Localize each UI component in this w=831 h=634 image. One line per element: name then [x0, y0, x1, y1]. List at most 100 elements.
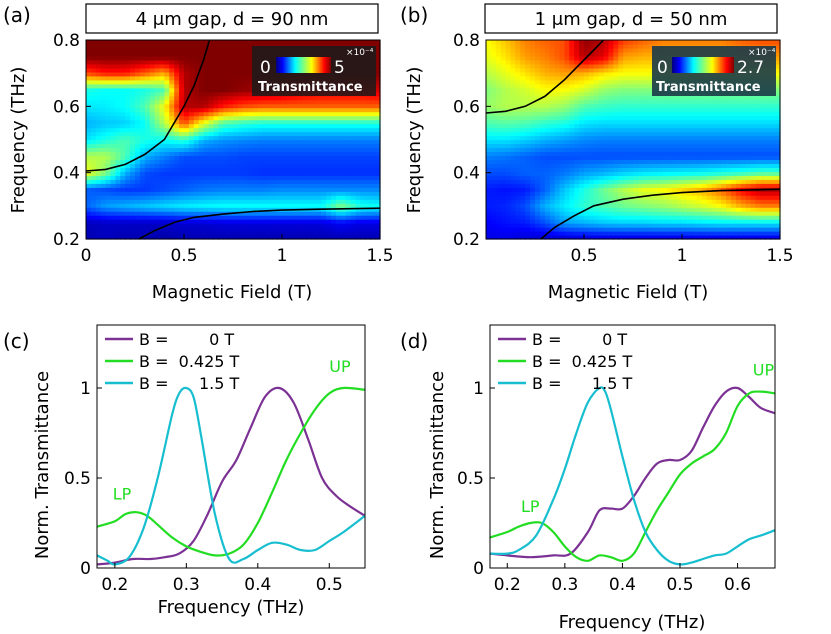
- heatmap-cell: [495, 179, 502, 184]
- heatmap-cell: [272, 163, 278, 168]
- heatmap-cell: [164, 191, 170, 196]
- heatmap-cell: [277, 131, 283, 137]
- heatmap-cell: [326, 175, 332, 180]
- heatmap-cell: [105, 119, 112, 125]
- heatmap-cell: [120, 95, 126, 101]
- heatmap-cell: [345, 123, 352, 129]
- heatmap-cell: [593, 147, 600, 153]
- heatmap-cell: [179, 211, 185, 216]
- heatmap-cell: [765, 167, 771, 172]
- heatmap-cell: [345, 167, 352, 172]
- heatmap-cell: [228, 87, 234, 93]
- heatmap-cell: [593, 211, 600, 216]
- heatmap-cell: [355, 151, 361, 157]
- heatmap-cell: [750, 183, 757, 188]
- heatmap-cell: [159, 231, 165, 236]
- heatmap-cell: [277, 203, 283, 208]
- heatmap-cell: [272, 155, 278, 160]
- heatmap-cell: [735, 203, 742, 208]
- heatmap-cell: [335, 223, 342, 228]
- heatmap-cell: [301, 163, 308, 168]
- heatmap-cell: [721, 131, 727, 137]
- heatmap-cell: [277, 159, 283, 164]
- heatmap-cell: [760, 191, 766, 196]
- heatmap-cell: [188, 195, 195, 200]
- heatmap-cell: [711, 163, 717, 168]
- heatmap-cell: [257, 123, 263, 129]
- heatmap-cell: [584, 115, 590, 121]
- heatmap-cell: [242, 235, 249, 240]
- heatmap-cell: [115, 99, 121, 105]
- heatmap-cell: [174, 151, 180, 157]
- heatmap-cell: [203, 75, 210, 81]
- heatmap-cell: [530, 155, 536, 160]
- heatmap-cell: [228, 227, 234, 232]
- heatmap-cell: [174, 95, 180, 101]
- heatmap-cell: [701, 215, 708, 220]
- heatmap-cell: [228, 207, 234, 212]
- heatmap-cell: [495, 123, 502, 129]
- heatmap-cell: [696, 123, 703, 129]
- heatmap-cell: [667, 211, 673, 216]
- heatmap-cell: [188, 183, 195, 188]
- heatmap-cell: [735, 215, 742, 220]
- heatmap-cell: [247, 175, 254, 180]
- heatmap-cell: [257, 199, 263, 204]
- heatmap-cell: [370, 99, 376, 105]
- heatmap-cell: [105, 227, 112, 232]
- heatmap-cell: [252, 163, 259, 168]
- heatmap-cell: [701, 139, 708, 145]
- heatmap-cell: [667, 139, 673, 145]
- heatmap-cell: [237, 75, 244, 81]
- heatmap-cell: [520, 231, 526, 236]
- heatmap-cell: [564, 187, 570, 192]
- heatmap-cell: [495, 195, 502, 200]
- heatmap-cell: [95, 231, 102, 236]
- heatmap-cell: [345, 155, 352, 160]
- heatmap-cell: [100, 183, 107, 188]
- heatmap-cell: [647, 235, 654, 240]
- heatmap-cell: [564, 131, 570, 137]
- heatmap-cell: [618, 219, 624, 224]
- heatmap-cell: [257, 40, 263, 45]
- heatmap-cell: [125, 119, 131, 125]
- heatmap-cell: [350, 199, 357, 204]
- heatmap-cell: [188, 71, 195, 77]
- heatmap-cell: [203, 219, 210, 224]
- heatmap-cell: [603, 131, 610, 137]
- heatmap-cell: [360, 151, 366, 157]
- heatmap-cell: [272, 219, 278, 224]
- heatmap-cell: [564, 123, 570, 129]
- heatmap-cell: [579, 163, 585, 168]
- heatmap-cell: [223, 195, 229, 200]
- heatmap-cell: [608, 179, 614, 184]
- heatmap-cell: [110, 139, 116, 145]
- heatmap-cell: [530, 231, 536, 236]
- heatmap-cell: [86, 83, 92, 89]
- heatmap-cell: [613, 211, 619, 216]
- heatmap-cell: [277, 191, 283, 196]
- heatmap-cell: [169, 139, 175, 145]
- heatmap-cell: [257, 95, 263, 101]
- heatmap-cell: [144, 40, 151, 45]
- heatmap-cell: [510, 115, 516, 121]
- heatmap-cell: [208, 211, 214, 216]
- heatmap-cell: [179, 51, 185, 57]
- heatmap-cell: [652, 195, 659, 200]
- heatmap-cell: [115, 159, 121, 164]
- heatmap-cell: [135, 139, 141, 145]
- heatmap-cell: [490, 143, 497, 149]
- heatmap-cell: [584, 187, 590, 192]
- heatmap-cell: [100, 235, 107, 240]
- heatmap-cell: [193, 95, 200, 101]
- heatmap-cell: [745, 211, 752, 216]
- heatmap-cell: [579, 191, 585, 196]
- heatmap-cell: [115, 87, 121, 93]
- heatmap-cell: [520, 119, 526, 125]
- heatmap-cell: [331, 183, 337, 188]
- heatmap-cell: [86, 195, 92, 200]
- heatmap-cell: [237, 95, 244, 101]
- heatmap-cell: [535, 211, 541, 216]
- heatmap-cell: [637, 223, 644, 228]
- heatmap-cell: [267, 99, 273, 105]
